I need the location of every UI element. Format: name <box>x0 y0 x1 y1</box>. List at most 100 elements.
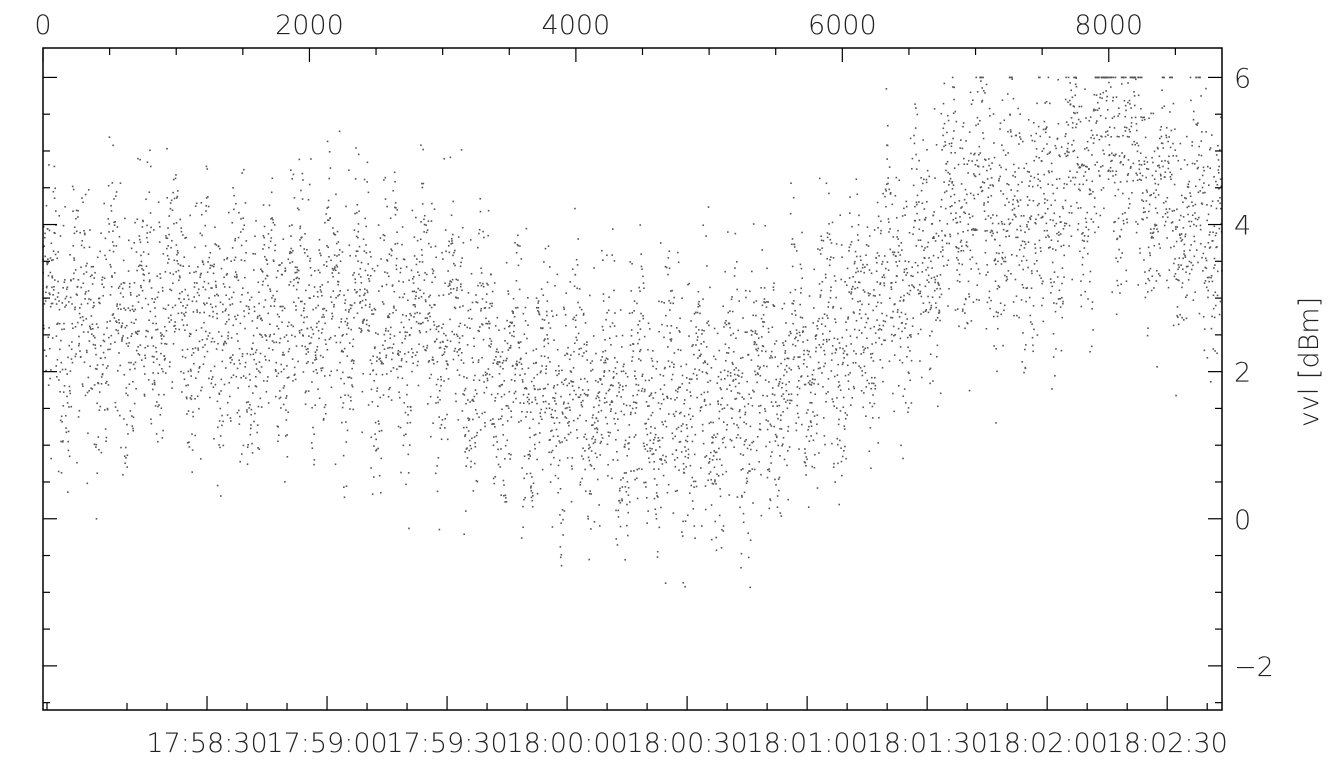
data-point <box>430 373 433 376</box>
data-point <box>988 296 991 299</box>
data-point <box>263 243 266 246</box>
data-point <box>476 412 478 415</box>
data-point <box>496 348 498 351</box>
data-point <box>1042 320 1045 323</box>
data-point <box>309 342 312 344</box>
data-point <box>292 380 294 382</box>
data-point <box>270 191 273 194</box>
data-point <box>575 258 578 261</box>
data-point <box>291 178 294 180</box>
data-point <box>803 358 806 361</box>
data-point <box>1012 203 1014 206</box>
data-point <box>636 302 638 305</box>
data-point <box>907 346 909 349</box>
data-point <box>1018 316 1020 319</box>
data-point <box>967 280 970 283</box>
data-point <box>852 362 855 364</box>
data-point <box>286 434 288 436</box>
data-point <box>630 335 633 337</box>
data-point <box>789 291 792 294</box>
data-point <box>570 354 572 356</box>
data-point <box>461 289 463 292</box>
data-point <box>941 230 943 232</box>
data-point <box>571 385 574 387</box>
data-point <box>689 391 692 393</box>
data-point <box>567 402 570 405</box>
data-point <box>887 177 890 179</box>
data-point <box>191 433 193 435</box>
data-point <box>377 447 379 450</box>
data-point <box>337 283 339 286</box>
data-point <box>534 388 536 391</box>
data-point <box>117 307 120 310</box>
data-point <box>57 280 59 283</box>
data-point <box>906 336 909 339</box>
data-point <box>340 318 343 320</box>
data-point <box>223 286 226 288</box>
data-point <box>521 368 524 370</box>
data-point <box>656 484 658 486</box>
data-point <box>517 234 519 237</box>
data-point <box>643 287 645 290</box>
data-point <box>498 372 501 375</box>
data-point <box>565 417 568 419</box>
data-point <box>483 307 486 309</box>
data-point <box>68 385 71 388</box>
data-point <box>648 379 650 382</box>
data-point <box>933 237 935 239</box>
data-point <box>275 375 278 378</box>
data-point <box>248 385 250 388</box>
data-point <box>630 290 633 292</box>
data-point <box>232 374 235 376</box>
data-point <box>43 349 46 351</box>
data-point <box>129 410 132 412</box>
data-point <box>655 517 658 520</box>
data-point <box>177 279 180 282</box>
data-point <box>929 367 932 370</box>
data-point <box>621 385 624 388</box>
data-point <box>931 330 933 333</box>
data-point <box>661 437 664 439</box>
data-point <box>991 184 994 186</box>
data-point <box>275 276 278 279</box>
data-point <box>547 245 550 247</box>
data-point <box>906 292 909 295</box>
data-point <box>758 461 760 463</box>
data-point <box>257 370 260 372</box>
data-point <box>350 328 352 331</box>
data-point <box>377 420 380 422</box>
data-point <box>688 282 691 285</box>
data-point <box>413 290 415 293</box>
data-point <box>948 287 950 290</box>
data-point <box>504 444 507 447</box>
data-point <box>658 300 660 303</box>
data-point <box>387 395 390 398</box>
data-point <box>176 190 179 192</box>
data-point <box>173 325 175 327</box>
data-point <box>370 256 372 258</box>
data-point <box>1048 136 1051 138</box>
data-point <box>961 263 964 266</box>
data-point <box>957 259 959 261</box>
data-point <box>726 388 728 390</box>
data-point <box>660 458 662 460</box>
data-point <box>648 395 651 397</box>
data-point <box>394 213 397 216</box>
data-point <box>789 212 792 215</box>
data-point <box>131 415 133 417</box>
data-point <box>426 347 428 349</box>
data-point <box>133 282 136 284</box>
data-point <box>536 492 539 495</box>
data-point <box>516 306 519 309</box>
data-point <box>910 336 912 338</box>
data-point <box>948 180 951 182</box>
data-point <box>782 342 784 344</box>
data-point <box>114 221 116 223</box>
data-point <box>302 335 304 337</box>
data-point <box>70 279 72 281</box>
data-point <box>225 274 228 276</box>
data-point <box>978 145 981 148</box>
data-point <box>984 159 987 161</box>
data-point <box>847 318 849 320</box>
data-point <box>341 335 344 337</box>
